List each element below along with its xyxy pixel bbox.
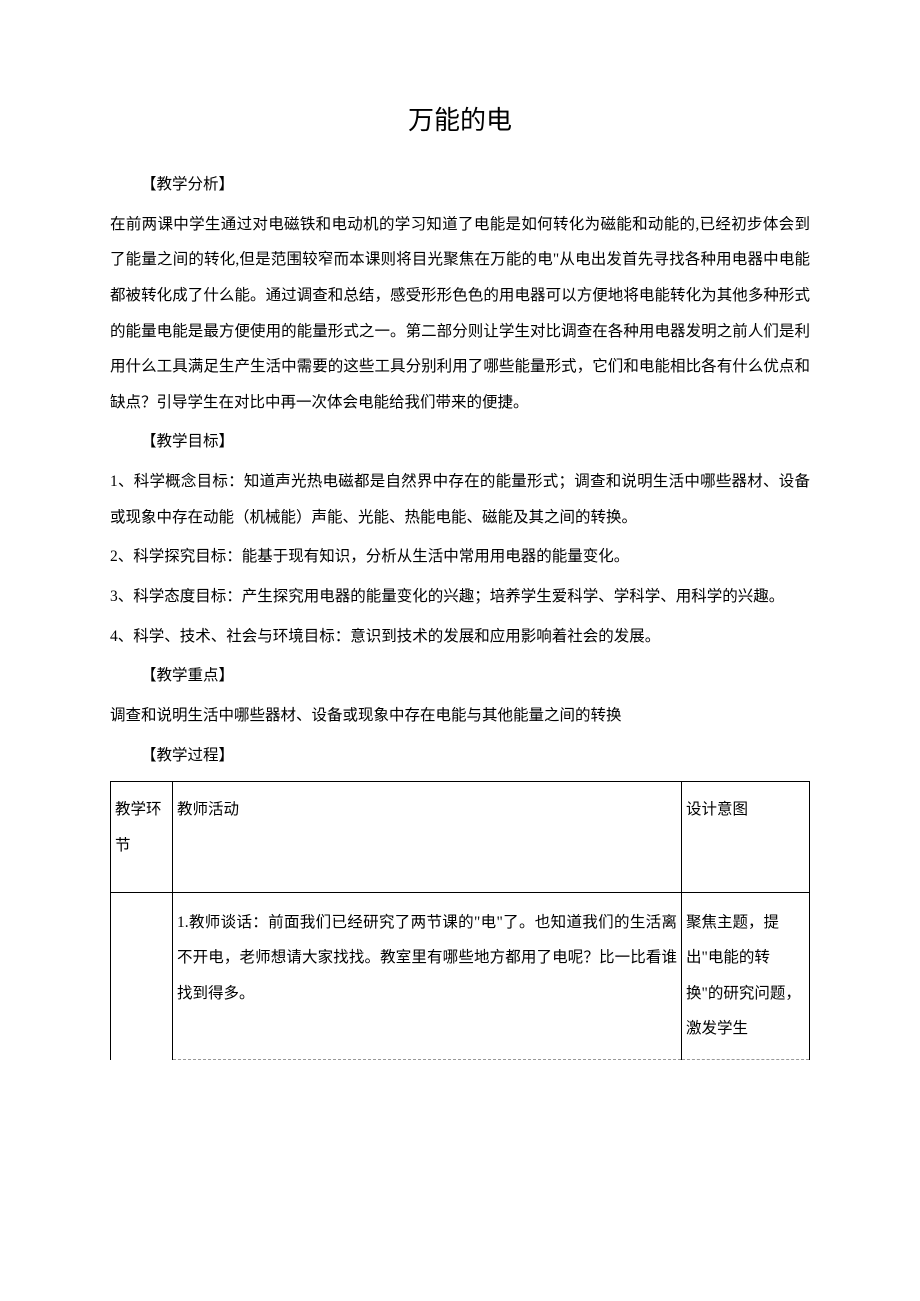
table-row: 1.教师谈话：前面我们已经研究了两节课的"电"了。也知道我们的生活离不开电，老师…	[111, 892, 810, 1060]
table-cell-activity: 1.教师谈话：前面我们已经研究了两节课的"电"了。也知道我们的生活离不开电，老师…	[173, 892, 682, 1060]
table-header-activity: 教师活动	[173, 782, 682, 892]
table-header-row: 教学环节 教师活动 设计意图	[111, 782, 810, 892]
table-header-stage: 教学环节	[111, 782, 173, 892]
objective-2: 2、科学探究目标：能基于现有知识，分析从生活中常用用电器的能量变化。	[110, 539, 810, 575]
objectives-header: 【教学目标】	[110, 424, 810, 460]
table-cell-intent: 聚焦主题，提出"电能的转换"的研究问题，激发学生	[682, 892, 810, 1060]
focus-header: 【教学重点】	[110, 658, 810, 694]
table-cell-stage	[111, 892, 173, 1060]
table-header-intent: 设计意图	[682, 782, 810, 892]
process-table: 教学环节 教师活动 设计意图 1.教师谈话：前面我们已经研究了两节课的"电"了。…	[110, 781, 810, 1060]
objective-4: 4、科学、技术、社会与环境目标：意识到技术的发展和应用影响着社会的发展。	[110, 619, 810, 655]
focus-text: 调查和说明生活中哪些器材、设备或现象中存在电能与其他能量之间的转换	[110, 698, 810, 734]
objective-3: 3、科学态度目标：产生探究用电器的能量变化的兴趣；培养学生爱科学、学科学、用科学…	[110, 579, 810, 615]
objective-1: 1、科学概念目标：知道声光热电磁都是自然界中存在的能量形式；调查和说明生活中哪些…	[110, 464, 810, 535]
document-title: 万能的电	[110, 100, 810, 137]
process-header: 【教学过程】	[110, 738, 810, 774]
analysis-header: 【教学分析】	[110, 167, 810, 203]
analysis-text: 在前两课中学生通过对电磁铁和电动机的学习知道了电能是如何转化为磁能和动能的,已经…	[110, 207, 810, 421]
